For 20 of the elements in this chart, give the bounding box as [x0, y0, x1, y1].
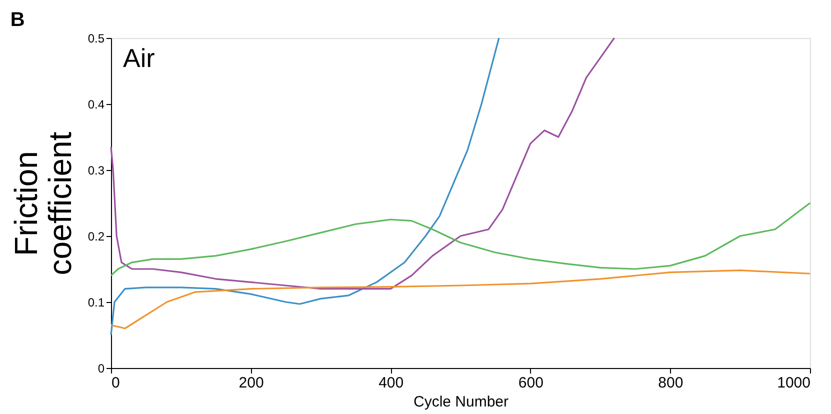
x-tick-label: 0 [112, 374, 120, 392]
line-series [110, 270, 811, 330]
x-tick-label: 400 [378, 374, 404, 392]
y-tick-label: 0.1 [88, 296, 105, 310]
annotation: Air [123, 43, 156, 73]
y-tick-label: 0 [98, 362, 105, 376]
y-tick-label: 0.5 [88, 32, 105, 46]
y-axis-title: Friction coefficient [8, 132, 78, 276]
line-series [110, 202, 811, 276]
y-tick-label: 0.4 [88, 98, 105, 112]
x-tick-label: 200 [238, 374, 264, 392]
y-tick-label: 0.2 [88, 230, 105, 244]
y-tick-label: 0.3 [88, 164, 105, 178]
chart-title: B [10, 9, 25, 31]
line-series [110, 37, 616, 290]
line-series [110, 37, 500, 336]
x-tick-label: 1000 [777, 374, 810, 392]
x-tick-label: 800 [658, 374, 684, 392]
x-tick-label: 600 [518, 374, 544, 392]
x-axis-title: Cycle Number [413, 394, 509, 410]
